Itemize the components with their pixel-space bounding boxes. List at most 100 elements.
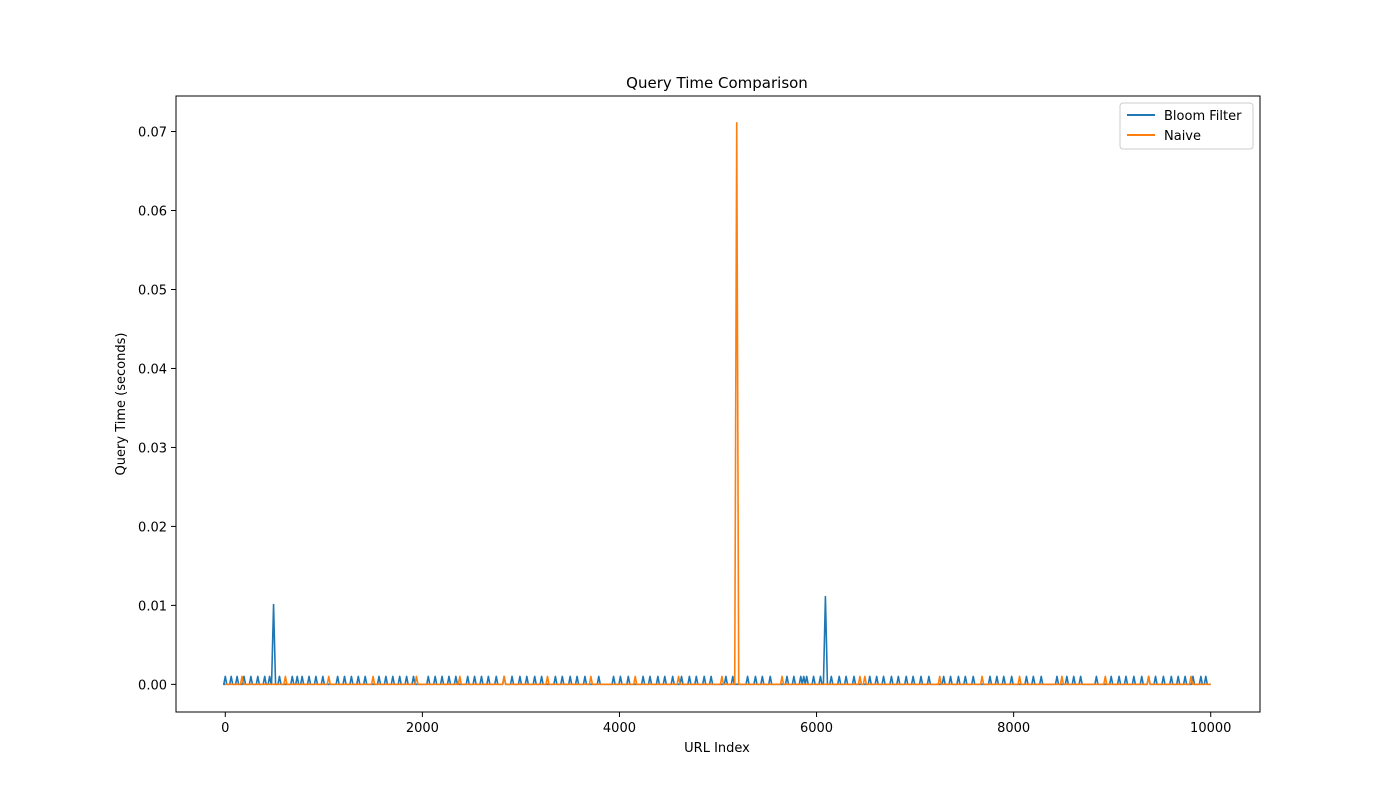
data-point: [378, 675, 380, 678]
data-point: [272, 603, 275, 606]
y-tick-label: 0.03: [138, 441, 167, 456]
data-point: [337, 675, 339, 678]
data-point: [964, 675, 966, 678]
y-axis: 0.00 0.01 0.02 0.03 0.04 0.05 0.06 0.07: [138, 126, 176, 693]
data-point: [546, 675, 549, 678]
data-point: [830, 675, 832, 678]
data-point: [957, 675, 960, 678]
data-point: [554, 675, 557, 678]
data-point: [315, 675, 317, 678]
data-point: [1066, 675, 1068, 678]
data-point: [1003, 675, 1005, 678]
data-point: [912, 675, 914, 678]
data-point: [996, 675, 998, 678]
data-point: [322, 675, 324, 678]
data-point: [1032, 675, 1034, 678]
legend-label-naive: Naive: [1164, 129, 1201, 144]
data-point: [269, 675, 271, 678]
series-naive: [225, 122, 1211, 686]
data-point: [677, 675, 680, 678]
data-point: [824, 596, 827, 598]
data-point: [905, 675, 907, 678]
data-point: [781, 675, 783, 678]
data-point: [308, 675, 310, 678]
data-point: [257, 675, 259, 678]
x-tick-label: 6000: [800, 721, 833, 736]
data-point: [672, 675, 674, 678]
data-point: [939, 675, 941, 678]
data-point: [243, 675, 245, 678]
data-point: [920, 675, 922, 678]
data-point: [1011, 675, 1013, 678]
data-point: [519, 675, 521, 678]
data-point: [264, 675, 266, 678]
data-point: [1141, 675, 1143, 678]
data-point: [890, 675, 893, 678]
data-point: [350, 675, 353, 678]
data-point: [786, 675, 788, 678]
data-point: [703, 675, 705, 678]
data-point: [230, 675, 232, 678]
data-point: [241, 675, 243, 678]
data-point: [1018, 675, 1021, 678]
data-point: [590, 675, 592, 678]
data-point: [1056, 675, 1058, 678]
data-point: [619, 675, 622, 678]
data-point: [364, 675, 366, 678]
data-point: [372, 675, 374, 678]
data-point: [769, 675, 771, 678]
data-point: [853, 675, 855, 678]
data-point: [634, 675, 636, 678]
data-point: [732, 675, 734, 678]
y-tick-label: 0.07: [138, 126, 167, 141]
data-point: [1154, 675, 1157, 678]
chart-title: Query Time Comparison: [626, 74, 808, 92]
data-point: [803, 675, 805, 678]
data-point: [467, 675, 469, 678]
data-point: [1170, 675, 1172, 678]
data-point: [399, 675, 401, 678]
data-point: [812, 675, 815, 678]
y-tick-label: 0.02: [138, 520, 167, 535]
data-point: [819, 675, 822, 678]
data-point: [746, 675, 749, 678]
y-tick-label: 0.00: [138, 678, 167, 693]
x-axis: 0 2000 4000 6000 8000 10000: [221, 712, 1231, 736]
data-point: [943, 675, 945, 678]
x-tick-label: 4000: [603, 721, 636, 736]
data-point: [576, 675, 578, 678]
data-point: [793, 675, 795, 678]
data-point: [864, 675, 866, 678]
data-point: [1190, 675, 1192, 678]
data-point: [357, 675, 359, 678]
x-tick-label: 2000: [406, 721, 439, 736]
data-point: [278, 675, 281, 678]
data-point: [1192, 675, 1194, 678]
data-point: [876, 675, 878, 678]
data-point: [236, 675, 238, 678]
data-point: [441, 675, 443, 678]
data-point: [688, 675, 691, 678]
data-point: [427, 675, 429, 678]
data-point: [664, 675, 666, 678]
data-point: [800, 675, 802, 678]
data-point: [657, 675, 659, 678]
data-point: [405, 675, 408, 678]
data-point: [448, 675, 450, 678]
data-point: [495, 675, 497, 678]
data-point: [710, 675, 712, 678]
legend: Bloom Filter Naive: [1119, 102, 1254, 150]
data-point: [455, 675, 457, 678]
data-point: [1104, 675, 1106, 678]
data-point: [291, 675, 293, 678]
data-point: [754, 675, 757, 678]
data-point: [642, 675, 644, 678]
data-point: [869, 675, 871, 678]
data-point: [480, 675, 483, 678]
data-point: [487, 675, 489, 678]
data-point: [584, 675, 586, 678]
data-point: [415, 675, 418, 678]
data-point: [301, 675, 303, 678]
data-point: [897, 675, 899, 678]
data-point: [859, 675, 861, 678]
